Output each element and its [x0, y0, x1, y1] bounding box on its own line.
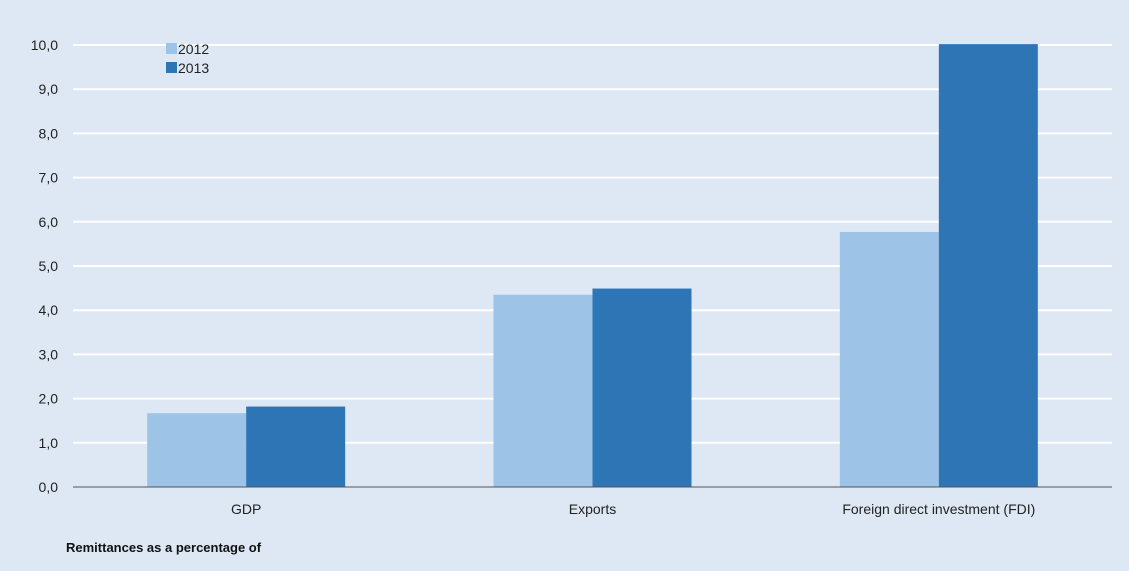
y-tick-label: 3,0: [39, 346, 59, 362]
bar-2013-0: [246, 406, 346, 487]
legend-swatch-2012: [166, 43, 177, 54]
y-tick-label: 10,0: [31, 37, 58, 53]
y-tick-label: 6,0: [39, 214, 59, 230]
y-tick-label: 0,0: [39, 479, 59, 495]
y-tick-label: 2,0: [39, 391, 59, 407]
legend: 2012 2013: [166, 41, 209, 76]
legend-swatch-2013: [166, 62, 177, 73]
bar-2012-1: [493, 294, 593, 487]
y-tick-label: 4,0: [39, 302, 59, 318]
x-category-label: GDP: [231, 501, 261, 517]
bar-2012-0: [147, 413, 247, 487]
y-axis-ticks: 0,0 1,0 2,0 3,0 4,0 5,0 6,0 7,0 8,0 9,0 10,0: [31, 37, 58, 495]
y-tick-label: 1,0: [39, 435, 59, 451]
x-axis-label: Remittances as a percentage of: [66, 540, 262, 555]
bar-2013-1: [592, 288, 692, 487]
bar-2012-2: [839, 231, 939, 487]
bars: [147, 44, 1038, 488]
bar-2013-2: [938, 44, 1038, 488]
y-tick-label: 7,0: [39, 170, 59, 186]
x-axis-categories: GDP Exports Foreign direct investment (FDI…: [231, 501, 1035, 517]
legend-label-2013: 2013: [178, 60, 209, 76]
y-tick-label: 8,0: [39, 125, 59, 141]
x-category-label: Foreign direct investment (FDI): [842, 501, 1035, 517]
y-tick-label: 9,0: [39, 81, 59, 97]
y-tick-label: 5,0: [39, 258, 59, 274]
x-category-label: Exports: [569, 501, 616, 517]
legend-label-2012: 2012: [178, 41, 209, 57]
